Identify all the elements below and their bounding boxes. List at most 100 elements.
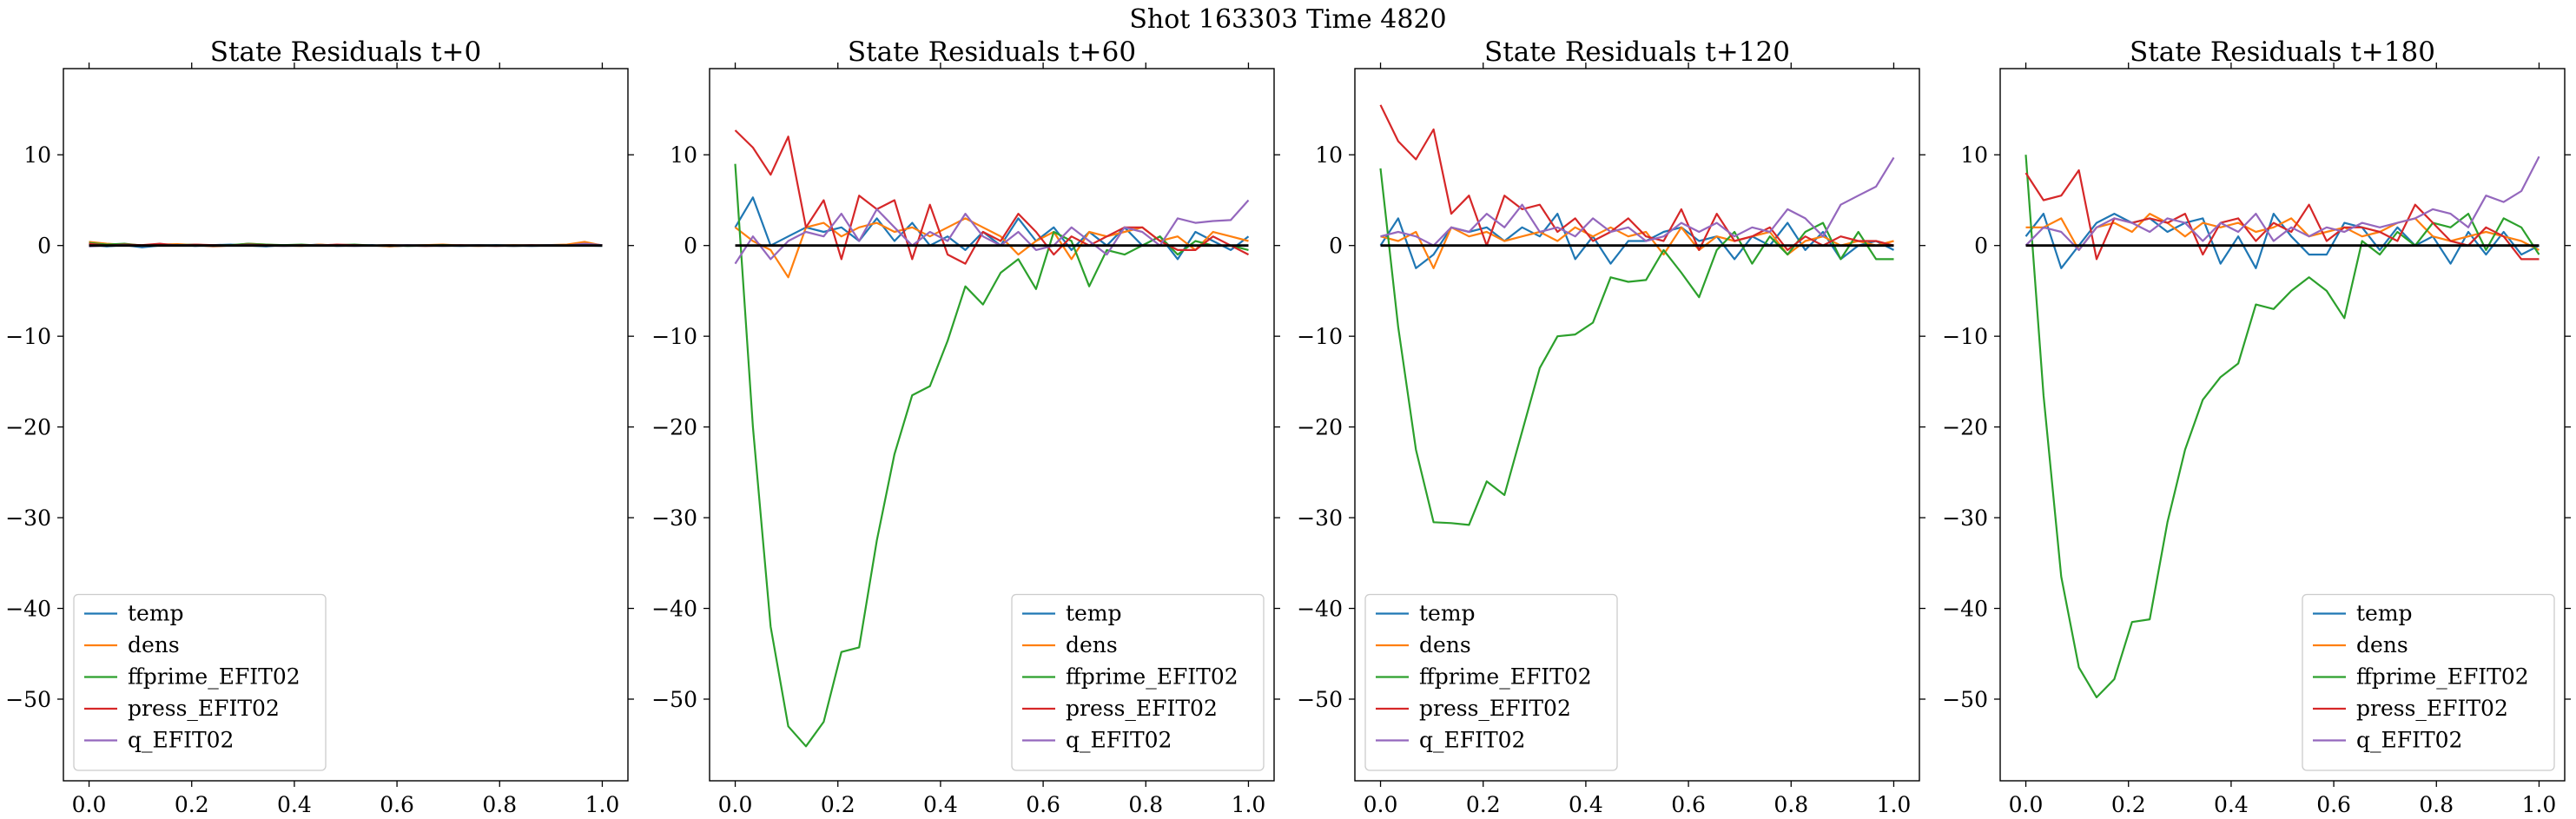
x-tick-label: 0.4 <box>1569 792 1603 817</box>
series-line-press_EFIT02 <box>1379 104 1894 251</box>
x-tick-label: 0.0 <box>2009 792 2044 817</box>
legend-label-dens: dens <box>128 632 180 657</box>
y-tick-label: −50 <box>1942 687 1988 712</box>
legend-label-press_EFIT02: press_EFIT02 <box>1419 696 1571 721</box>
y-tick-label: −40 <box>5 597 51 622</box>
series-line-q_EFIT02 <box>734 199 1250 265</box>
series-line-press_EFIT02 <box>2024 168 2540 261</box>
y-tick-label: −50 <box>651 687 697 712</box>
y-tick-label: 10 <box>23 142 51 168</box>
x-tick-label: 0.4 <box>2214 792 2249 817</box>
y-tick-label: 0 <box>1329 234 1343 259</box>
y-tick-label: −20 <box>1297 415 1343 440</box>
legend-label-press_EFIT02: press_EFIT02 <box>2356 696 2508 721</box>
subplot-title: State Residuals t+0 <box>210 36 481 68</box>
y-tick-label: 10 <box>1960 142 1988 168</box>
series-line-q_EFIT02 <box>1380 156 1895 247</box>
y-tick-label: −10 <box>5 324 51 349</box>
legend-label-q_EFIT02: q_EFIT02 <box>128 728 234 753</box>
x-tick-label: 0.8 <box>1128 792 1163 817</box>
legend-label-temp: temp <box>1066 601 1122 626</box>
legend-label-ffprime_EFIT02: ffprime_EFIT02 <box>1419 664 1592 690</box>
x-tick-label: 0.8 <box>482 792 517 817</box>
x-tick-label: 0.0 <box>718 792 753 817</box>
x-tick-label: 0.6 <box>380 792 414 817</box>
x-tick-label: 1.0 <box>1877 792 1912 817</box>
x-tick-label: 0.4 <box>277 792 312 817</box>
y-tick-label: 0 <box>1974 234 1988 259</box>
subplot-title: State Residuals t+120 <box>1484 36 1790 68</box>
x-tick-label: 0.8 <box>1773 792 1808 817</box>
y-tick-label: −10 <box>1297 324 1343 349</box>
legend: temp dens ffprime_EFIT02 press_EFIT02 q_EFIT… <box>1011 593 1265 771</box>
x-tick-label: 0.2 <box>2111 792 2146 817</box>
legend-label-dens: dens <box>1066 632 1118 657</box>
series-line-ffprime_EFIT02 <box>1379 168 1894 526</box>
x-tick-label: 0.6 <box>1671 792 1706 817</box>
figure-suptitle: Shot 163303 Time 4820 <box>1129 4 1446 35</box>
subplot-title: State Residuals t+180 <box>2130 36 2435 68</box>
x-tick-label: 0.8 <box>2419 792 2454 817</box>
legend-label-press_EFIT02: press_EFIT02 <box>128 696 280 721</box>
y-tick-label: −20 <box>1942 415 1988 440</box>
x-tick-label: 0.6 <box>2316 792 2351 817</box>
legend-label-press_EFIT02: press_EFIT02 <box>1066 696 1218 721</box>
subplots: State Residuals t+0 10 0 −10 −20 −30 −40 −50 0.0… <box>5 36 2571 817</box>
subplot-3: State Residuals t+120 10 0 −10 −20 −30 −40 −50 0… <box>1297 36 1925 817</box>
y-tick-label: −40 <box>651 597 697 622</box>
y-tick-label: −20 <box>5 415 51 440</box>
y-tick-label: 0 <box>684 234 697 259</box>
series-group <box>2024 155 2540 699</box>
x-tick-label: 0.2 <box>175 792 209 817</box>
legend-label-q_EFIT02: q_EFIT02 <box>1066 728 1172 753</box>
legend-label-temp: temp <box>128 601 184 626</box>
legend-label-temp: temp <box>1419 601 1476 626</box>
legend-box <box>1011 593 1265 771</box>
legend: temp dens ffprime_EFIT02 press_EFIT02 q_EFIT… <box>1364 593 1618 771</box>
x-tick-label: 0.6 <box>1026 792 1060 817</box>
axes-frame <box>63 68 629 782</box>
y-tick-label: −30 <box>651 505 697 531</box>
y-tick-label: 10 <box>1315 142 1343 168</box>
legend: temp dens ffprime_EFIT02 press_EFIT02 q_EFIT… <box>2302 593 2555 771</box>
subplot-1: State Residuals t+0 10 0 −10 −20 −30 −40 −50 0.0… <box>5 36 634 817</box>
subplot-4: State Residuals t+180 10 0 −10 −20 −30 −40 −50 0… <box>1942 36 2571 817</box>
y-tick-label: −20 <box>651 415 697 440</box>
legend-label-dens: dens <box>1419 632 1471 657</box>
subplot-2: State Residuals t+60 10 0 −10 −20 −30 −40 −50 0.… <box>651 36 1280 817</box>
x-tick-label: 0.4 <box>923 792 958 817</box>
series-group <box>1379 104 1895 526</box>
legend-label-ffprime_EFIT02: ffprime_EFIT02 <box>128 664 301 690</box>
y-tick-label: −30 <box>5 505 51 531</box>
legend-label-ffprime_EFIT02: ffprime_EFIT02 <box>2356 664 2529 690</box>
legend: temp dens ffprime_EFIT02 press_EFIT02 q_EFIT… <box>73 593 327 771</box>
legend-box <box>2302 593 2555 771</box>
y-tick-label: −30 <box>1297 505 1343 531</box>
legend-label-ffprime_EFIT02: ffprime_EFIT02 <box>1066 664 1238 690</box>
y-tick-label: −40 <box>1942 597 1988 622</box>
series-line-ffprime_EFIT02 <box>2024 155 2540 699</box>
series-group <box>734 129 1250 748</box>
y-tick-label: 10 <box>670 142 697 168</box>
subplot-title: State Residuals t+60 <box>848 36 1136 68</box>
y-tick-label: 0 <box>37 234 51 259</box>
series-line-q_EFIT02 <box>2024 155 2540 251</box>
series-line-temp <box>2024 213 2540 269</box>
x-tick-label: 1.0 <box>585 792 620 817</box>
y-tick-label: −50 <box>5 687 51 712</box>
legend-label-q_EFIT02: q_EFIT02 <box>1419 728 1525 753</box>
legend-box <box>1364 593 1618 771</box>
x-tick-label: 1.0 <box>1232 792 1266 817</box>
y-tick-label: −50 <box>1297 687 1343 712</box>
axes-frame <box>1999 68 2566 782</box>
x-tick-label: 0.0 <box>1364 792 1398 817</box>
legend-label-temp: temp <box>2356 601 2413 626</box>
y-tick-label: −10 <box>1942 324 1988 349</box>
axes-frame <box>709 68 1275 782</box>
y-tick-label: −30 <box>1942 505 1988 531</box>
x-tick-label: 0.2 <box>1466 792 1501 817</box>
x-tick-label: 0.0 <box>72 792 107 817</box>
x-tick-label: 1.0 <box>2522 792 2557 817</box>
